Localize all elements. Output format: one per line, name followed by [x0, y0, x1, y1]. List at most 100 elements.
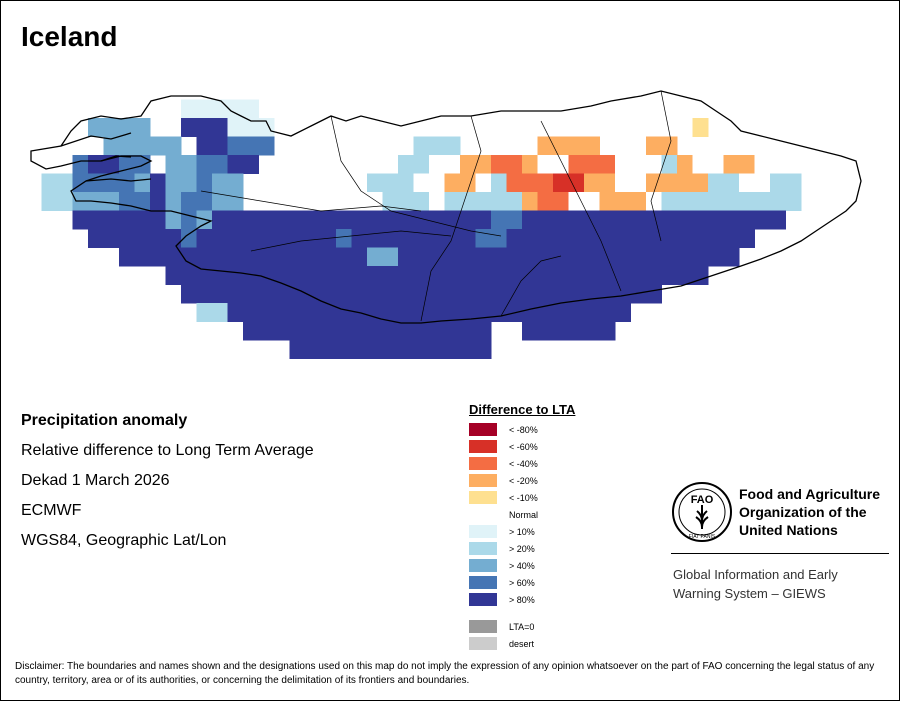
grid-cell [227, 118, 244, 137]
grid-cell [599, 155, 616, 174]
grid-cell [553, 229, 569, 248]
grid-cell [181, 229, 197, 248]
grid-cell [444, 136, 461, 156]
grid-cell [568, 155, 585, 174]
grid-cell [661, 173, 678, 193]
grid-cell [320, 210, 337, 230]
grid-cell [227, 192, 244, 211]
fao-logo-motto: FIAT PANIS [689, 534, 716, 540]
grid-cell [243, 321, 259, 341]
legend-label: < -80% [509, 424, 538, 435]
grid-cell [258, 247, 275, 267]
grid-cell [599, 229, 616, 248]
grid-cell [336, 321, 352, 341]
grid-cell [584, 155, 600, 174]
grid-cell [584, 192, 600, 211]
legend-item-8: > 40% [469, 557, 649, 574]
grid-cell [615, 284, 631, 304]
legend-item-10: > 80% [469, 591, 649, 608]
grid-cell [212, 136, 228, 156]
grid-cell [785, 192, 802, 211]
grid-cell [615, 266, 631, 285]
grid-cell [630, 284, 647, 304]
grid-cell [336, 229, 352, 248]
grid-cell [723, 173, 740, 193]
grid-cell [134, 136, 151, 156]
grid-cell [491, 284, 507, 304]
grid-cell [398, 229, 414, 248]
grid-cell [367, 321, 383, 341]
grid-cell [134, 155, 151, 174]
grid-cell [88, 155, 104, 174]
grid-cell [305, 247, 321, 267]
grid-cell [708, 210, 724, 230]
grid-cell [537, 284, 554, 304]
grid-cell [227, 155, 244, 174]
grid-cell [196, 229, 213, 248]
legend-label: > 40% [509, 560, 535, 571]
grid-cell [165, 173, 182, 193]
grid-cell [770, 173, 786, 193]
grid-cell [429, 284, 445, 304]
grid-cell [243, 247, 259, 267]
grid-cell [506, 229, 523, 248]
grid-cell [382, 173, 399, 193]
grid-cell [630, 229, 647, 248]
legend: Difference to LTA < -80% < -60% < -40% < -2… [469, 402, 649, 652]
grid-cell [506, 210, 523, 230]
grid-cell [382, 321, 399, 341]
grid-cell [506, 266, 523, 285]
grid-cell [646, 155, 662, 174]
grid-cell [770, 192, 786, 211]
grid-cell [336, 284, 352, 304]
info-line2: Dekad 1 March 2026 [21, 472, 170, 489]
grid-cell [289, 210, 306, 230]
grid-cell [615, 229, 631, 248]
grid-cell [615, 210, 631, 230]
grid-cell [320, 266, 337, 285]
grid-cell [227, 229, 244, 248]
grid-cell [584, 266, 600, 285]
grid-cell [630, 210, 647, 230]
grid-cell [429, 247, 445, 267]
grid-cell [568, 192, 585, 211]
legend-label: desert [509, 638, 535, 649]
info-line3: ECMWF [21, 502, 82, 519]
grid-cell [196, 155, 213, 174]
legend-label: > 10% [509, 526, 535, 537]
grid-cell [258, 266, 275, 285]
legend-extra-item-1: desert [469, 635, 649, 652]
grid-cell [150, 210, 166, 230]
map-title: Iceland [21, 21, 118, 52]
grid-cell [212, 99, 228, 119]
grid-cell [429, 192, 445, 211]
legend-swatch [469, 637, 497, 650]
grid-cell [382, 210, 399, 230]
grid-cell [460, 284, 476, 304]
grid-cell [475, 173, 492, 193]
grid-cell [429, 303, 445, 322]
grid-cell [119, 136, 135, 156]
grid-cell [398, 173, 414, 193]
grid-cell [661, 266, 678, 285]
grid-cell [57, 192, 73, 211]
legend-item-2: < -40% [469, 455, 649, 472]
grid-cell [320, 303, 337, 322]
grid-cell [398, 321, 414, 341]
grid-cell [165, 247, 182, 267]
grid-cell [522, 155, 538, 174]
grid-cell [677, 192, 693, 211]
grid-cell [413, 303, 430, 322]
grid-cell [537, 303, 554, 322]
grid-cell [274, 321, 290, 341]
grid-cell [646, 210, 662, 230]
grid-cell [336, 303, 352, 322]
grid-cell [41, 173, 58, 193]
grid-cell [243, 99, 259, 119]
grid-cell [243, 210, 259, 230]
grid-cell [382, 303, 399, 322]
legend-item-0: < -80% [469, 421, 649, 438]
grid-cell [413, 229, 430, 248]
legend-item-9: > 60% [469, 574, 649, 591]
grid-cell [475, 266, 492, 285]
